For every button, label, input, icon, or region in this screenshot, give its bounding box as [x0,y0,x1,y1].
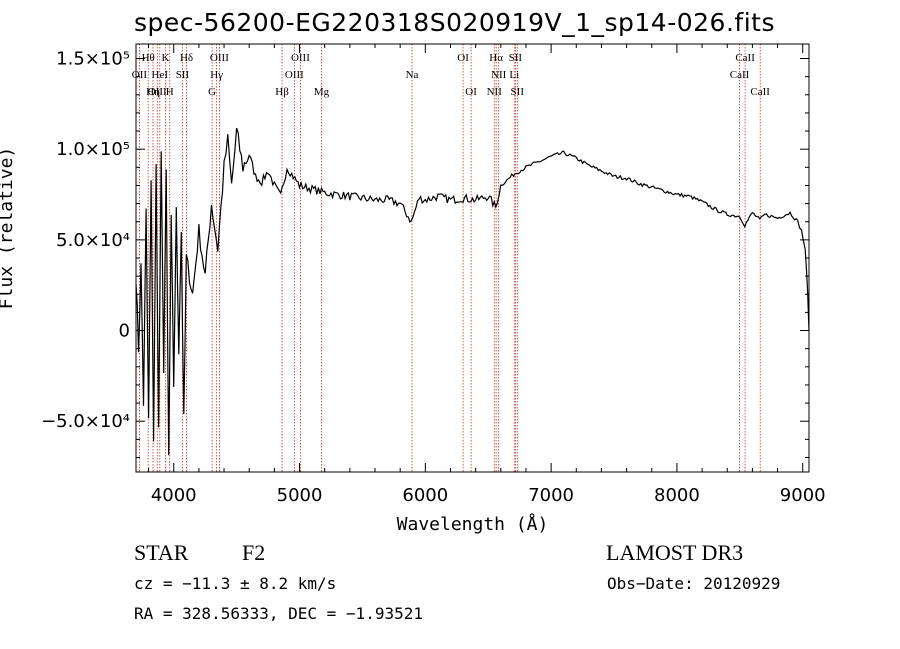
line-label-17: OI [457,52,469,64]
y-tick-label-1: 1.0×10⁵ [56,139,130,160]
line-label-20: SII [509,52,523,64]
x-tick-label-2: 6000 [402,485,448,506]
x-tick-label-4: 8000 [654,485,700,506]
y-tick-label-2: 5.0×10⁴ [56,230,130,251]
line-label-14: OIII [285,69,304,81]
y-axis-ticks: 1.5×10⁵ 1.0×10⁵ 5.0×10⁴ 0 −5.0×10⁴ [41,49,809,458]
line-label-6: SII [176,69,190,81]
line-label-26: CaII [730,69,750,81]
line-label-16: Na [406,69,419,81]
line-label-27: CaII [750,86,770,98]
y-tick-label-0: 1.5×10⁵ [56,49,130,70]
line-label-1: OII [132,69,148,81]
line-label-18: OI [465,86,477,98]
flux-series-line [135,127,810,456]
chart-title: spec-56200-EG220318S020919V_1_sp14-026.f… [134,8,775,37]
line-label-0: Hθ [142,52,155,64]
line-label-11: G [208,86,216,98]
object-class: STAR [134,540,189,565]
line-label-2: OIII [148,86,167,98]
x-tick-label-0: 4000 [151,485,197,506]
line-label-3: K [161,52,169,64]
plot-frame [135,43,810,473]
line-label-15: Mg [314,86,330,98]
x-tick-label-5: 9000 [780,485,826,506]
y-tick-label-3: 0 [119,321,130,342]
line-label-12: Hβ [275,86,289,98]
line-label-23: NII [487,86,503,98]
line-label-25: CaII [735,52,755,64]
observation-date: Obs−Date: 20120929 [607,574,781,593]
line-label-8: Hδ [180,52,193,64]
line-label-4: HeI [152,69,169,81]
line-label-9: OIII [210,52,229,64]
y-axis-label: Flux (relative) [0,147,17,310]
y-tick-label-4: −5.0×10⁴ [41,411,130,432]
x-axis-label: Wavelength (Å) [397,513,549,535]
line-label-10: Hγ [210,69,223,81]
line-label-19: Hα [489,52,503,64]
line-label-5: Hη [146,86,160,98]
survey-name: LAMOST DR3 [606,540,744,565]
x-axis-ticks: 4000 5000 6000 7000 8000 9000 [148,44,826,506]
line-label-7: H [166,86,174,98]
line-label-21: NII [491,69,507,81]
redshift-velocity: cz = −11.3 ± 8.2 km/s [134,574,337,593]
line-label-22: Li [509,69,519,81]
emission-line-markers [138,44,761,472]
object-subclass: F2 [242,540,266,565]
x-tick-label-1: 5000 [277,485,323,506]
line-label-13: OIII [291,52,310,64]
line-label-24: SII [511,86,525,98]
sky-coordinates: RA = 328.56333, DEC = −1.93521 [134,604,423,623]
x-tick-label-3: 7000 [528,485,574,506]
